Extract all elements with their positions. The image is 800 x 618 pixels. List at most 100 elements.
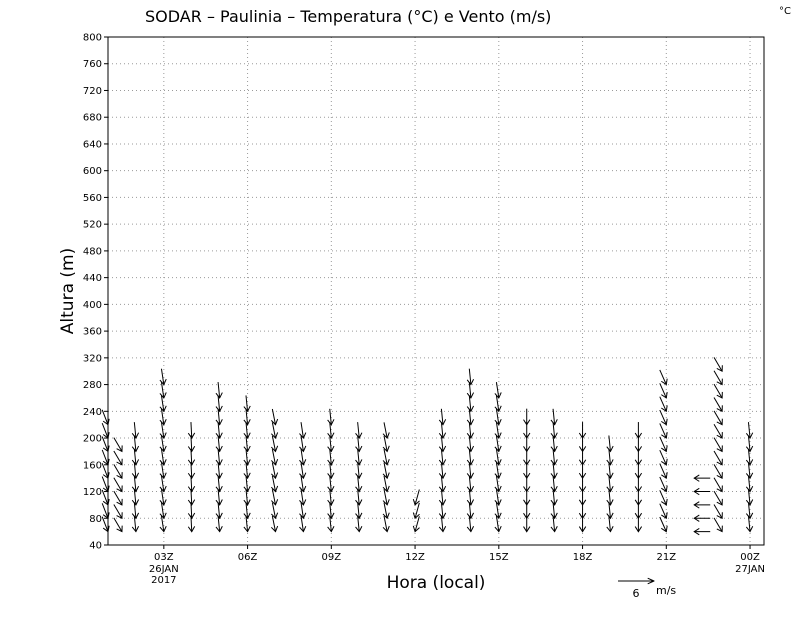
wind-vector-head — [716, 405, 723, 413]
wind-vector — [187, 422, 196, 439]
x-tick-date-label: 26JAN — [149, 564, 179, 575]
wind-vector — [466, 502, 475, 520]
wind-vector-shaft — [113, 477, 123, 492]
wind-vector-shaft — [133, 435, 137, 452]
wind-vector-shaft — [357, 462, 360, 479]
y-tick-label: 160 — [83, 460, 102, 471]
wind-vector-head — [215, 392, 223, 399]
wind-vector — [215, 381, 223, 399]
wind-vector — [187, 475, 196, 493]
wind-vector — [550, 435, 558, 453]
wind-vector-shaft — [713, 410, 723, 425]
wind-vector-head — [494, 445, 502, 453]
wind-vector-head — [550, 445, 558, 453]
wind-vector — [243, 475, 251, 493]
wind-vector-shaft — [101, 436, 109, 452]
wind-vector-head — [159, 485, 167, 493]
wind-vector-head — [243, 485, 251, 493]
x-tick-label: 09Z — [322, 552, 342, 563]
wind-vector — [299, 422, 307, 439]
wind-vector — [113, 477, 123, 493]
wind-vector — [159, 382, 167, 399]
wind-vector-shaft — [160, 422, 165, 439]
wind-vector-shaft — [245, 488, 249, 505]
wind-vector-head — [243, 445, 251, 453]
wind-vector-head — [243, 432, 251, 439]
wind-vector-head — [634, 512, 643, 520]
wind-vector-head — [661, 472, 668, 480]
wind-vector-head — [270, 459, 279, 466]
wind-vector — [494, 448, 502, 466]
wind-vector-shaft — [300, 515, 304, 532]
wind-vector — [299, 488, 307, 506]
wind-vector-head — [159, 405, 167, 413]
wind-vector-shaft — [608, 475, 611, 492]
wind-vector-shaft — [552, 435, 556, 452]
wind-vector-head — [327, 419, 335, 426]
wind-vector — [550, 502, 558, 520]
wind-vector — [355, 462, 363, 480]
wind-vector-shaft — [271, 435, 276, 452]
wind-vector-head — [270, 499, 279, 506]
wind-vector-shaft — [101, 449, 109, 465]
wind-vector-head — [466, 419, 475, 426]
wind-vector-shaft — [495, 515, 500, 532]
wind-vector-head — [327, 445, 335, 453]
x-tick-label: 03Z — [154, 552, 174, 563]
wind-vector-head — [382, 512, 390, 520]
wind-vector-head — [270, 432, 279, 439]
wind-vector-head — [355, 526, 363, 533]
wind-vector — [466, 395, 475, 413]
wind-vector — [466, 368, 475, 386]
x-tick-label: 15Z — [489, 552, 509, 563]
wind-vector-shaft — [552, 488, 556, 505]
wind-vector-head — [466, 526, 475, 533]
wind-vector — [243, 488, 251, 506]
wind-vector-shaft — [383, 435, 388, 452]
wind-vector — [550, 448, 558, 466]
wind-vector-head — [187, 486, 196, 493]
wind-vector — [438, 462, 447, 480]
reference-speed: 6 — [633, 587, 640, 600]
wind-vector-head — [438, 419, 447, 426]
wind-vector-head — [634, 486, 643, 493]
wind-vector — [355, 488, 363, 506]
wind-vector-head — [494, 432, 502, 439]
wind-vector-head — [299, 432, 307, 439]
wind-vector-head — [716, 432, 723, 439]
wind-vector-shaft — [190, 502, 193, 519]
wind-vector-shaft — [160, 368, 165, 385]
wind-vector-head — [116, 458, 123, 466]
wind-vector-head — [494, 525, 502, 533]
wind-vector — [270, 408, 279, 426]
wind-vector — [327, 448, 335, 466]
wind-vector-head — [215, 445, 223, 453]
wind-vector-shaft — [414, 516, 420, 532]
wind-vector-shaft — [217, 422, 221, 439]
wind-vector — [131, 502, 140, 520]
wind-vector-head — [523, 419, 531, 426]
wind-vector-head — [745, 485, 754, 493]
wind-vector-head — [494, 499, 502, 506]
wind-vector-head — [116, 498, 123, 506]
wind-vector-shaft — [552, 422, 556, 439]
wind-vector — [550, 422, 558, 439]
wind-vector-head — [215, 526, 223, 533]
wind-vector — [215, 515, 223, 533]
wind-vector — [550, 408, 558, 426]
wind-vector — [187, 488, 196, 506]
wind-vector-head — [299, 472, 307, 480]
wind-vector-head — [716, 378, 723, 386]
wind-vector — [713, 450, 723, 466]
wind-vector-head — [523, 486, 531, 493]
wind-vector-shaft — [495, 395, 500, 412]
wind-vector-head — [634, 499, 643, 506]
wind-vector-head — [716, 472, 723, 479]
wind-vector — [355, 475, 363, 493]
wind-vector-head — [159, 459, 167, 466]
wind-vector-shaft — [357, 488, 360, 505]
wind-vector-shaft — [271, 449, 276, 465]
wind-vector — [270, 515, 279, 533]
wind-vector-shaft — [113, 490, 123, 506]
wind-vector-shaft — [357, 448, 360, 465]
